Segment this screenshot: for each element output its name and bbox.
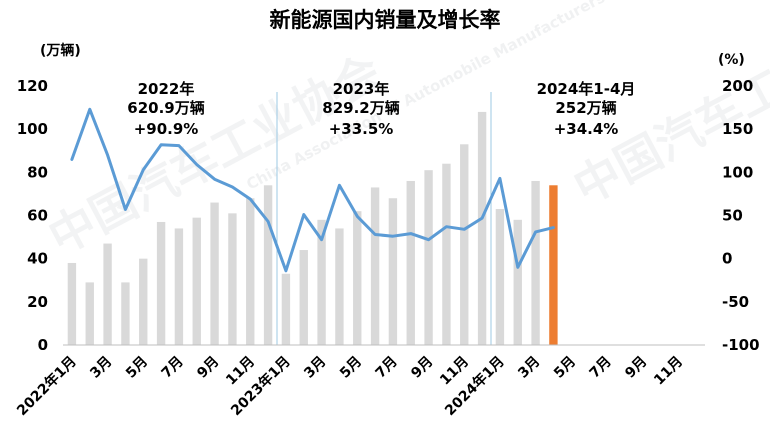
x-tick-label: 11月 [651,354,686,389]
annotation-text: +34.4% [554,120,619,138]
period-dividers [276,92,492,345]
bar [388,198,398,345]
y-left-tick-label: 100 [17,120,48,138]
bar [406,180,415,345]
bar [192,217,201,345]
bar [228,213,237,345]
y-right-tick-label: -100 [722,336,760,354]
annotation-text: 829.2万辆 [322,99,399,117]
bar [460,144,469,345]
y-left-tick-label: 20 [27,293,48,311]
growth-line [70,107,555,273]
bar [299,250,308,345]
annotation-text: +90.9% [134,120,199,138]
y-left-tick-label: 120 [17,77,48,95]
y-right-tick-label: -50 [722,293,749,311]
bar [156,221,166,345]
bar [139,258,148,345]
bar [531,180,540,345]
x-tick-label: 5月 [123,354,151,382]
bar [549,185,558,345]
bar [263,185,273,345]
bar [370,187,380,345]
bar [103,243,112,345]
bar [477,111,487,346]
y-right-tick-label: 0 [722,250,732,268]
annotation-text: 2024年1-4月 [537,80,636,98]
x-tick-label: 7月 [587,354,615,382]
annotation-text: 2023年 [333,80,390,98]
bar [335,228,344,345]
x-tick-label: 3月 [87,354,115,382]
annotation-text: 252万辆 [555,99,616,117]
annotation-text: 620.9万辆 [127,99,204,117]
y-left-tick-label: 60 [27,207,48,225]
bar [513,219,522,345]
x-tick-label: 3月 [301,354,329,382]
y-right-tick-label: 50 [722,207,743,225]
y-left-tick-label: 80 [27,163,48,181]
bar-series [67,111,558,346]
y-right-axis: -100 -50 0 50 100 150 200 [722,77,760,354]
x-tick-label: 2022年1月 [13,353,79,419]
x-tick-label: 9月 [622,354,650,382]
line-series [70,107,555,273]
bar [424,170,433,345]
chart-title: 新能源国内销量及增长率 [270,8,501,32]
annotation-text: 2022年 [138,80,195,98]
bar [85,282,94,345]
x-tick-label: 7月 [373,354,401,382]
y-right-tick-label: 200 [722,77,753,95]
bar [495,209,505,345]
y-left-tick-label: 0 [38,336,48,354]
bar [353,211,362,345]
bar [67,262,77,345]
x-tick-label: 3月 [515,354,543,382]
bar [121,282,130,345]
x-tick-label: 5月 [337,354,365,382]
y-left-unit: (万辆) [40,42,81,59]
y-left-axis: 0 20 40 60 80 100 120 [17,77,48,354]
bar [210,202,219,345]
bar [246,198,255,345]
y-right-tick-label: 100 [722,163,753,181]
y-left-tick-label: 40 [27,250,48,268]
y-right-unit: (%) [718,52,745,68]
x-tick-label: 9月 [408,354,436,382]
x-tick-label: 7月 [159,354,187,382]
y-right-tick-label: 150 [722,120,753,138]
x-tick-label: 9月 [194,354,222,382]
bar [317,219,326,345]
x-tick-label: 5月 [551,354,579,382]
bar [442,163,451,345]
bar [174,228,184,345]
bar [281,273,291,345]
annotation-text: +33.5% [329,120,394,138]
